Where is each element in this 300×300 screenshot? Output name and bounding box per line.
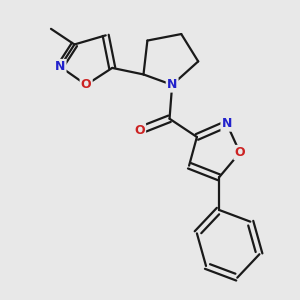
Text: O: O [235,146,245,159]
Text: O: O [81,78,92,92]
Text: N: N [167,78,177,92]
Text: O: O [134,124,145,137]
Text: N: N [222,117,232,130]
Text: N: N [55,60,65,73]
